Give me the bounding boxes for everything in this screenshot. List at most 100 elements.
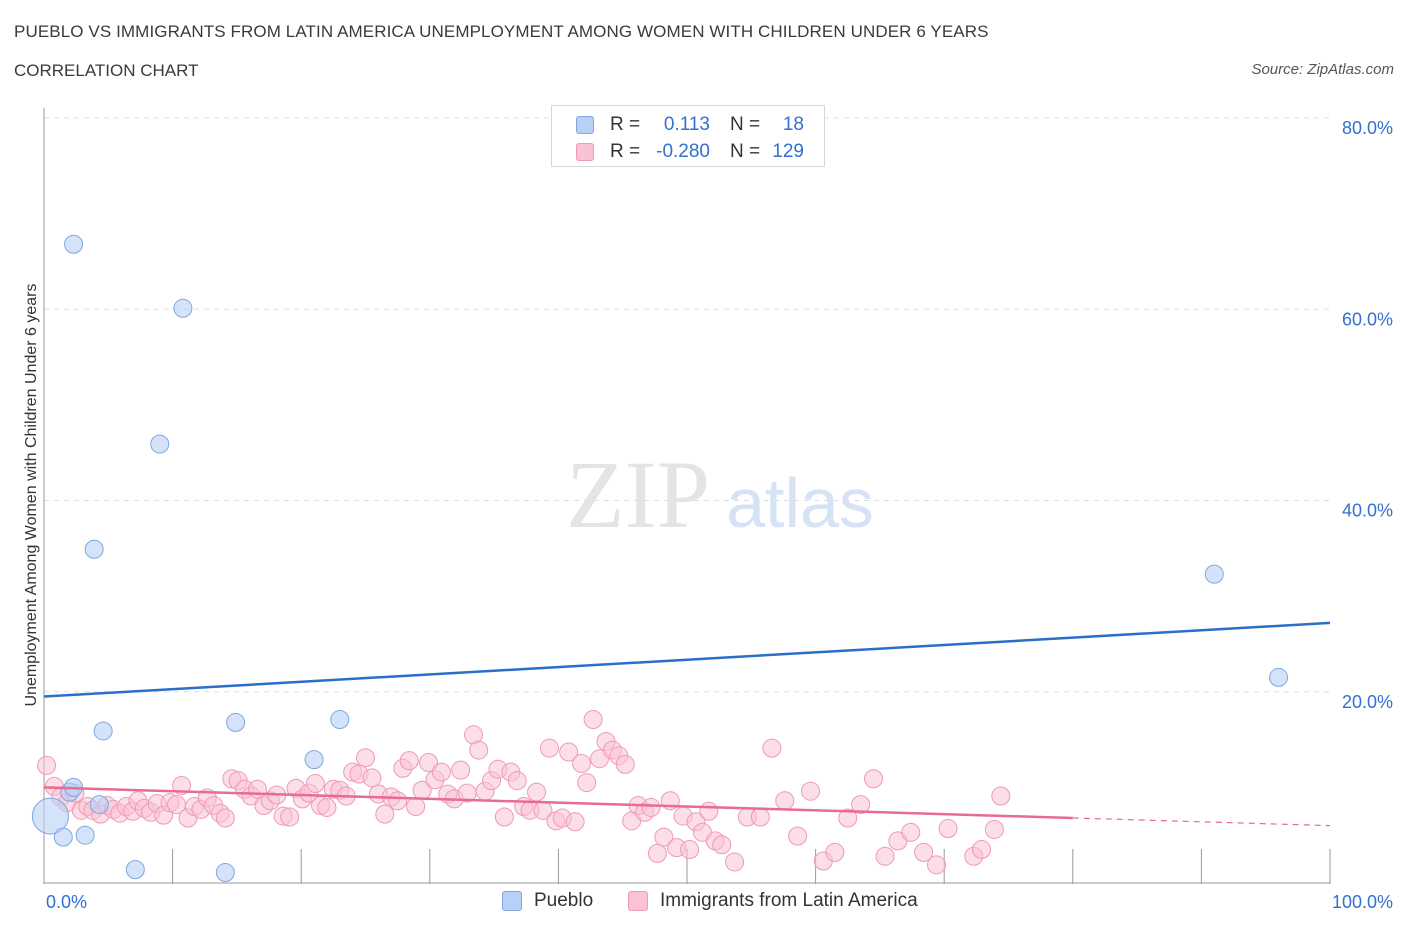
latin-point: [654, 827, 674, 847]
axes: [43, 108, 1331, 884]
y-tick-label-80: 80.0%: [1342, 118, 1393, 138]
latin-point: [583, 709, 603, 729]
tick-labels: 20.0% 40.0% 60.0% 80.0% 0.0% 100.0%: [46, 118, 1393, 912]
latin-point: [680, 840, 700, 860]
grid-lines: [44, 117, 1330, 693]
pueblo-point: [125, 860, 145, 880]
latin-point: [172, 775, 192, 795]
pueblo-point: [226, 712, 246, 732]
latin-point: [356, 748, 375, 768]
legend-label-pueblo: Pueblo: [534, 890, 594, 911]
latin-point: [875, 846, 895, 866]
latin-point: [388, 791, 408, 811]
legend-item-latin: Immigrants from Latin America: [628, 890, 918, 912]
latin-point: [451, 760, 471, 780]
pueblo-point: [330, 709, 350, 729]
pueblo-swatch: [576, 116, 594, 134]
latin-point: [615, 754, 635, 774]
latin-point: [971, 840, 991, 860]
latin-point: [572, 753, 592, 773]
legend-label-latin: Immigrants from Latin America: [660, 890, 918, 911]
latin-point: [926, 855, 946, 875]
latin-point: [984, 819, 1004, 839]
latin-point: [317, 797, 337, 817]
latin-trend-line: [43, 786, 1073, 820]
pueblo-point: [1269, 667, 1289, 687]
latin-point: [762, 738, 782, 758]
latin-point: [775, 791, 795, 811]
latin-point: [914, 842, 934, 862]
latin-point: [647, 843, 667, 863]
n-label: N =: [730, 141, 761, 162]
latin-trend-line-extension: [1072, 817, 1331, 827]
chart-subtitle: CORRELATION CHART: [14, 61, 199, 80]
pueblo-point: [304, 750, 324, 770]
latin-point: [838, 808, 858, 828]
pueblo-point: [215, 862, 235, 882]
latin-point: [901, 822, 921, 842]
latin-point: [641, 797, 661, 817]
latin-point: [507, 771, 527, 791]
latin-point: [800, 781, 820, 801]
n-label: N =: [730, 114, 761, 135]
latin-point: [362, 768, 382, 788]
y-tick-label-60: 60.0%: [1342, 309, 1393, 329]
y-tick-label-40: 40.0%: [1342, 501, 1393, 521]
latin-point: [527, 782, 547, 802]
latin-point: [712, 835, 732, 855]
trend-lines: [43, 621, 1331, 827]
watermark: ZIP atlas: [566, 441, 874, 548]
latin-point: [851, 795, 871, 815]
latin-point: [280, 807, 300, 827]
latin-point: [725, 852, 745, 872]
pueblo-point: [75, 825, 95, 845]
latin-point: [406, 797, 426, 816]
latin-point: [991, 786, 1011, 806]
n-value: 18: [782, 114, 804, 135]
latin-point: [825, 842, 845, 862]
latin-swatch: [576, 143, 594, 161]
correlation-legend: R = 0.113 N = 18 R = -0.280 N = 129: [551, 105, 825, 167]
latin-point: [750, 807, 770, 827]
latin-point: [565, 812, 585, 832]
pueblo-point: [84, 539, 104, 559]
latin-point: [559, 742, 579, 762]
pueblo-point: [31, 797, 69, 835]
latin-point: [539, 738, 559, 758]
legend-row-pueblo: R = 0.113 N = 18: [576, 113, 804, 137]
latin-point: [305, 774, 325, 794]
watermark-atlas: atlas: [726, 464, 874, 542]
latin-america-points: [37, 709, 1011, 875]
latin-point: [215, 808, 235, 828]
latin-point: [37, 755, 57, 775]
legend-row-latin: R = -0.280 N = 129: [576, 140, 804, 164]
latin-point: [431, 762, 451, 782]
r-value: 0.113: [663, 114, 710, 135]
pueblo-point: [173, 298, 193, 318]
r-label: R =: [610, 114, 641, 135]
latin-point: [419, 753, 439, 773]
latin-point: [469, 740, 489, 760]
latin-point: [699, 801, 719, 821]
chart-title: PUEBLO VS IMMIGRANTS FROM LATIN AMERICA …: [14, 22, 989, 41]
source-note: Source: ZipAtlas.com: [1251, 61, 1394, 78]
pueblo-swatch: [502, 891, 522, 911]
pueblo-trend-line: [43, 621, 1331, 698]
pueblo-point: [1204, 564, 1224, 584]
series-legend: Pueblo Immigrants from Latin America: [0, 890, 1406, 914]
r-value: -0.280: [656, 141, 710, 162]
latin-point: [399, 751, 419, 771]
latin-point: [375, 804, 395, 824]
pueblo-point: [53, 827, 73, 847]
latin-point: [494, 807, 514, 827]
pueblo-point: [150, 434, 170, 454]
latin-point: [938, 818, 958, 838]
pueblo-point: [64, 234, 84, 254]
pueblo-points: [31, 234, 1289, 882]
y-tick-label-20: 20.0%: [1342, 692, 1393, 712]
latin-swatch: [628, 891, 648, 911]
watermark-zip: ZIP: [566, 441, 710, 548]
pueblo-point: [93, 721, 113, 741]
latin-point: [863, 769, 883, 789]
